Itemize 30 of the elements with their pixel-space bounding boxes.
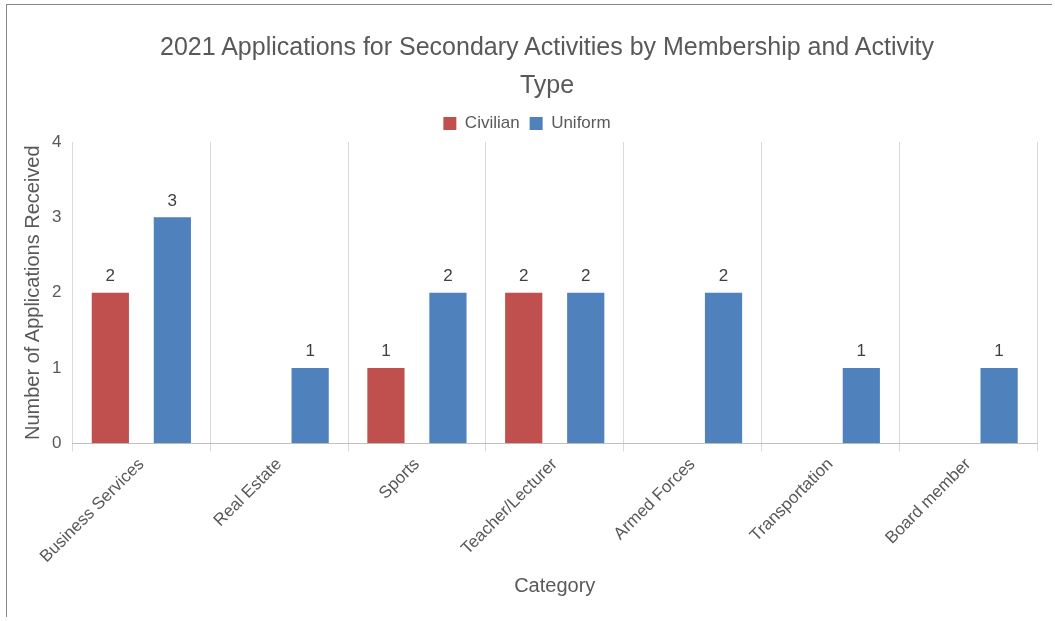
bar — [505, 292, 543, 444]
data-label: 2 — [105, 265, 116, 285]
y-tick-label: 4 — [51, 131, 62, 151]
bar — [980, 368, 1018, 444]
bar — [367, 368, 405, 444]
chart-title: 2021 Applications for Secondary Activities by Membership and Activity Type — [159, 31, 935, 100]
y-axis-title: Number of Applications Received — [20, 145, 43, 440]
y-tick-label: 0 — [51, 433, 62, 453]
data-label: 2 — [718, 265, 729, 285]
data-label: 2 — [581, 265, 591, 285]
y-tick-label: 3 — [51, 207, 62, 227]
x-axis-title: Category — [514, 573, 596, 596]
data-label: 1 — [856, 341, 867, 361]
bar — [291, 368, 329, 444]
bar — [704, 292, 743, 444]
data-label: 2 — [443, 265, 453, 285]
data-label: 1 — [305, 341, 315, 361]
bar — [567, 292, 605, 444]
y-tick-label: 2 — [51, 282, 62, 302]
bar — [153, 217, 191, 444]
bar — [842, 368, 880, 444]
legend-label: Uniform — [551, 113, 611, 133]
data-label: 1 — [994, 341, 1004, 361]
legend-label: Civilian — [464, 113, 520, 133]
data-label: 1 — [381, 341, 391, 361]
bar — [429, 292, 467, 444]
bar — [91, 292, 129, 444]
y-tick-label: 1 — [51, 357, 62, 377]
data-label: 2 — [518, 265, 529, 285]
data-label: 3 — [167, 190, 178, 210]
